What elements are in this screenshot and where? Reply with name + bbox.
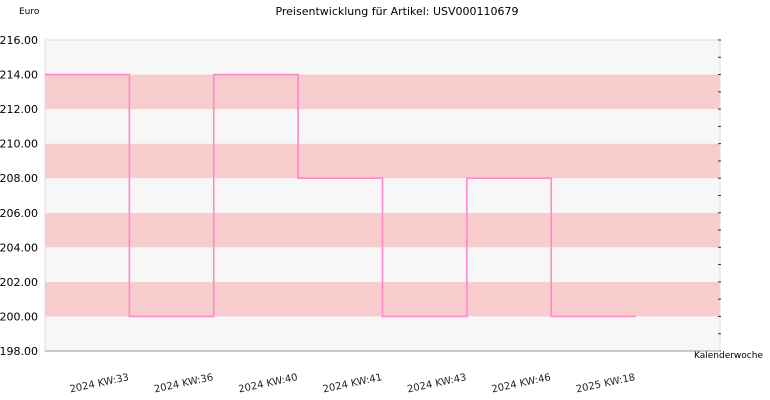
x-tick-label: 2024 KW:33: [69, 372, 130, 395]
band-198: [45, 316, 720, 351]
x-tick-label: 2024 KW:43: [406, 372, 467, 395]
y-tick-label: 216.00: [0, 34, 38, 47]
y-tick-label: 204.00: [0, 241, 38, 254]
x-axis-label: Kalenderwoche: [694, 351, 763, 361]
chart-title: Preisentwicklung für Artikel: USV0001106…: [275, 5, 518, 18]
x-tick-label: 2024 KW:46: [491, 372, 552, 395]
price-step-line: [45, 73, 636, 318]
band-214: [45, 40, 720, 75]
x-axis-ticks: 2024 KW:33 2024 KW:36 2024 KW:40 2024 KW:41…: [69, 372, 636, 395]
x-tick-label: 2025 KW:18: [575, 372, 636, 395]
y-tick-label: 212.00: [0, 103, 38, 116]
y-tick-label: 200.00: [0, 310, 38, 323]
price-series: [45, 73, 636, 318]
y-axis-ticks: 198.00 200.00 202.00 204.00 206.00 208.00 210.…: [0, 34, 38, 358]
x-tick-label: 2024 KW:36: [153, 372, 214, 395]
x-tick-label: 2024 KW:40: [238, 372, 299, 395]
y-tick-label: 208.00: [0, 172, 38, 185]
y-tick-label: 214.00: [0, 69, 38, 82]
y-tick-label: 206.00: [0, 207, 38, 220]
x-tick-label: 2024 KW:41: [322, 372, 383, 395]
y-tick-label: 210.00: [0, 138, 38, 151]
band-208: [45, 143, 720, 179]
y-tick-label: 198.00: [0, 345, 38, 358]
y-axis-label: Euro: [19, 7, 40, 17]
band-210: [45, 109, 720, 144]
band-212: [45, 74, 720, 110]
y-tick-label: 202.00: [0, 276, 38, 289]
